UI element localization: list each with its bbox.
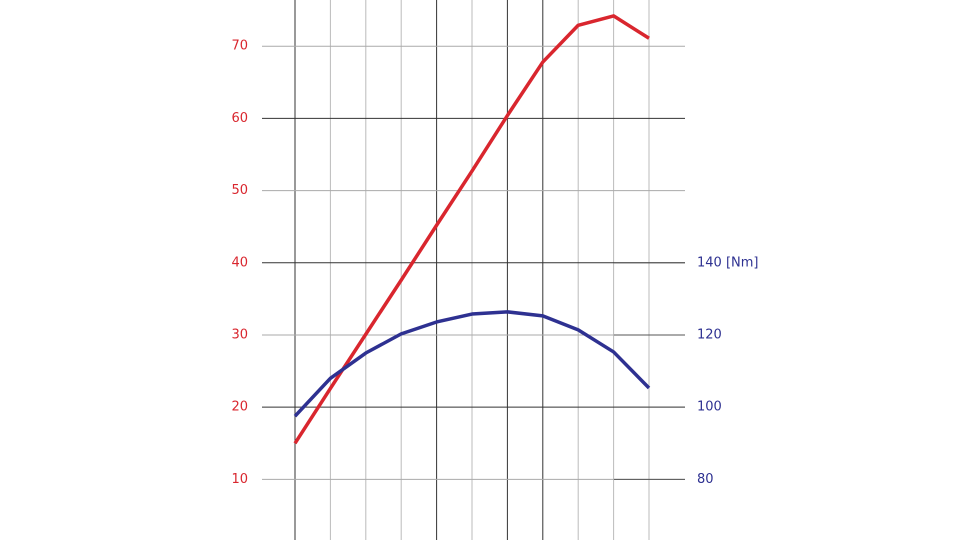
y-tick-label: 40: [231, 255, 248, 270]
y2-tick-label: 120: [697, 327, 722, 342]
y-tick-label: 50: [231, 183, 248, 198]
y2-tick-label: 100: [697, 400, 722, 415]
y-tick-label: 10: [231, 472, 248, 487]
y-tick-label: 70: [231, 39, 248, 54]
y-tick-label: 60: [231, 111, 248, 126]
series-line: [293, 14, 650, 445]
y-tick-label: 20: [231, 400, 248, 415]
y-tick-label: 30: [231, 327, 248, 342]
y2-tick-label: 80: [697, 472, 714, 487]
y2-tick-label: 140 [Nm]: [697, 255, 758, 270]
series-line: [293, 310, 651, 418]
